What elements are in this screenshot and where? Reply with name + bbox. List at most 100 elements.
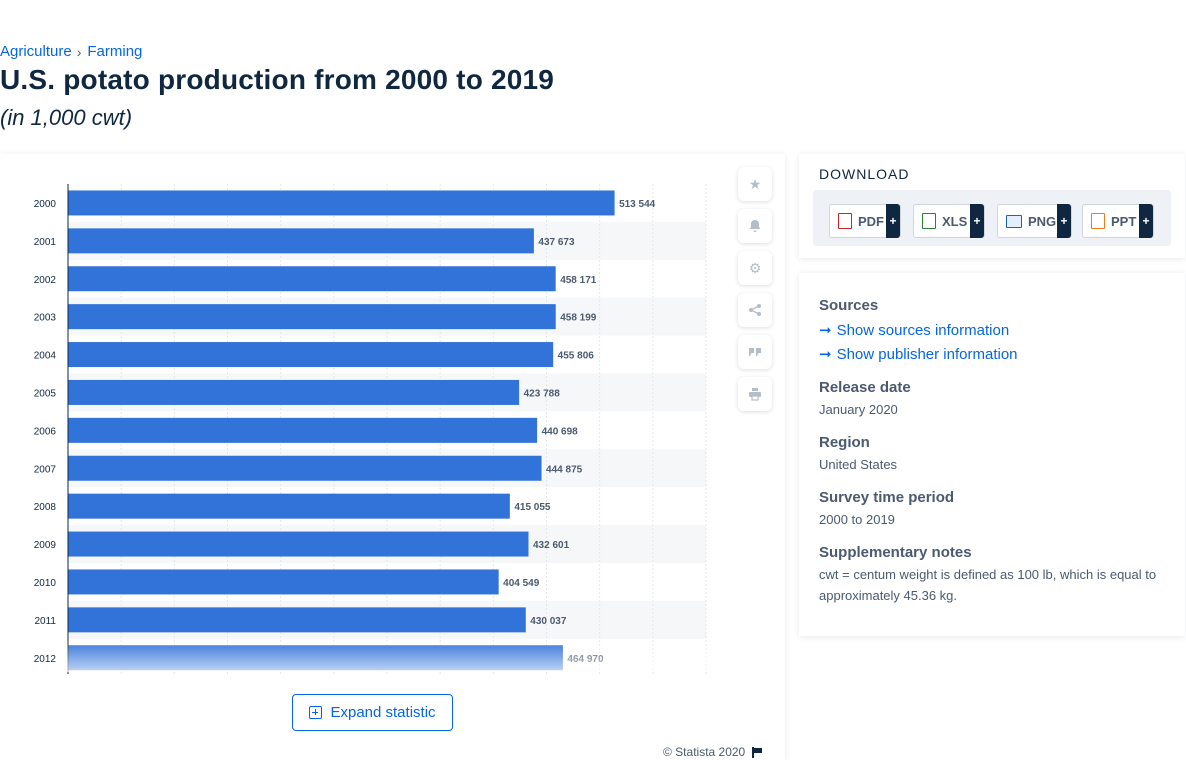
- y-tick-label-2010: 2010: [34, 578, 57, 589]
- show-publisher-text: Show publisher information: [836, 345, 1018, 363]
- data-label-2009: 432 601: [533, 540, 570, 551]
- favorite-button[interactable]: ★: [738, 167, 772, 201]
- download-xls-button[interactable]: XLS +: [913, 204, 985, 238]
- settings-button[interactable]: ⚙: [738, 251, 772, 285]
- survey-period-value: 2000 to 2019: [819, 512, 895, 527]
- bar-2007: [68, 455, 542, 481]
- copyright-text[interactable]: © Statista 2020: [663, 745, 746, 759]
- download-pdf-button[interactable]: PDF +: [829, 204, 901, 238]
- bar-chart: 2000 513 544 2001 437 673 2002 458 171 2003 458…: [34, 184, 707, 674]
- quote-icon: [749, 348, 761, 356]
- show-sources-link[interactable]: ➞ Show sources information: [819, 321, 1010, 340]
- chart-area: 2000 513 544 2001 437 673 2002 458 171 2003 458…: [0, 154, 785, 674]
- show-publisher-link[interactable]: ➞ Show publisher information: [819, 345, 1018, 364]
- y-tick-label-2004: 2004: [34, 351, 57, 362]
- data-label-2004: 455 806: [558, 351, 595, 362]
- data-label-2002: 458 171: [560, 275, 597, 286]
- y-tick-label-2008: 2008: [34, 502, 57, 513]
- breadcrumb: Agriculture › Farming: [0, 43, 142, 60]
- y-tick-label-2006: 2006: [34, 426, 57, 437]
- region-value: United States: [819, 457, 898, 472]
- breadcrumb-link-farming[interactable]: Farming: [87, 43, 143, 60]
- flag-icon[interactable]: [751, 746, 762, 758]
- bar-2002: [68, 266, 556, 292]
- download-png-plus[interactable]: +: [1057, 204, 1071, 238]
- supplementary-notes-label: Supplementary notes: [819, 544, 972, 561]
- bar-2006: [68, 417, 538, 443]
- statistic-info-card: Sources ➞ Show sources information ➞ Sho…: [799, 273, 1185, 636]
- y-tick-label-2007: 2007: [34, 464, 57, 475]
- data-label-2010: 404 549: [503, 578, 540, 589]
- pdf-file-icon: [838, 213, 852, 229]
- bar-2010: [68, 569, 499, 595]
- print-icon: [749, 388, 761, 401]
- survey-period-label: Survey time period: [819, 489, 955, 506]
- data-label-2005: 423 788: [524, 388, 561, 399]
- sources-label: Sources: [819, 297, 879, 314]
- page-subtitle: (in 1,000 cwt): [0, 105, 133, 130]
- print-button[interactable]: [738, 377, 772, 411]
- copyright-notice: © Statista 2020: [663, 745, 762, 759]
- bar-2005: [68, 379, 520, 405]
- y-tick-label-2003: 2003: [34, 313, 57, 324]
- data-label-2006: 440 698: [542, 426, 579, 437]
- download-xls-label: XLS: [942, 213, 968, 229]
- download-ppt-label: PPT: [1111, 213, 1137, 229]
- download-pdf-label: PDF: [858, 213, 884, 229]
- data-label-2012: 464 970: [567, 654, 604, 665]
- data-label-2003: 458 199: [560, 313, 597, 324]
- download-ppt-button[interactable]: PPT +: [1082, 204, 1154, 238]
- expand-statistic-button[interactable]: Expand statistic: [292, 694, 453, 731]
- share-button[interactable]: [738, 293, 772, 327]
- data-label-2008: 415 055: [514, 502, 551, 513]
- download-card: DOWNLOAD PDF + XLS + PNG + PPT +: [799, 154, 1185, 258]
- download-png-button[interactable]: PNG +: [997, 204, 1072, 238]
- y-tick-label-2009: 2009: [34, 540, 57, 551]
- star-icon: ★: [748, 175, 762, 192]
- y-tick-label-2011: 2011: [34, 616, 56, 627]
- gear-icon: ⚙: [748, 259, 762, 276]
- bar-2011: [68, 607, 526, 633]
- bar-2001: [68, 228, 534, 254]
- expand-icon: [309, 706, 323, 719]
- release-date-value: January 2020: [819, 402, 898, 417]
- download-buttons: PDF + XLS + PNG + PPT +: [813, 190, 1171, 246]
- cite-button[interactable]: [738, 335, 772, 369]
- breadcrumb-separator: ›: [76, 43, 82, 60]
- bar-2012: [68, 645, 563, 671]
- data-label-2007: 444 875: [546, 464, 583, 475]
- y-tick-label-2012: 2012: [34, 654, 57, 665]
- page-title: U.S. potato production from 2000 to 2019: [0, 64, 555, 95]
- data-label-2000: 513 544: [619, 199, 656, 210]
- y-tick-label-2000: 2000: [34, 199, 57, 210]
- download-title: DOWNLOAD: [819, 166, 910, 182]
- bar-2004: [68, 342, 554, 368]
- bar-2003: [68, 304, 556, 330]
- y-tick-label-2001: 2001: [34, 237, 57, 248]
- show-sources-text: Show sources information: [836, 321, 1010, 339]
- download-pdf-plus[interactable]: +: [886, 204, 900, 238]
- share-icon: [749, 304, 761, 316]
- download-png-label: PNG: [1028, 213, 1057, 229]
- bar-2008: [68, 493, 510, 519]
- xls-file-icon: [922, 213, 936, 229]
- region-label: Region: [819, 434, 870, 451]
- supplementary-notes-value: cwt = centum weight is defined as 100 lb…: [819, 567, 1157, 603]
- chart-card: 2000 513 544 2001 437 673 2002 458 171 2003 458…: [0, 154, 785, 760]
- download-xls-plus[interactable]: +: [970, 204, 984, 238]
- png-image-icon: [1006, 214, 1022, 228]
- download-ppt-plus[interactable]: +: [1139, 204, 1153, 238]
- chart-toolbar: ★ ⚙: [738, 167, 772, 419]
- expand-statistic-label: Expand statistic: [330, 704, 436, 721]
- y-tick-label-2002: 2002: [34, 275, 57, 286]
- data-label-2011: 430 037: [530, 616, 567, 627]
- notification-button[interactable]: [738, 209, 772, 243]
- bar-2000: [68, 190, 615, 216]
- bell-icon: [749, 220, 761, 232]
- breadcrumb-link-agriculture[interactable]: Agriculture: [0, 43, 72, 60]
- arrow-right-icon: ➞: [819, 346, 832, 363]
- ppt-file-icon: [1091, 213, 1105, 229]
- release-date-label: Release date: [819, 379, 911, 396]
- bar-2009: [68, 531, 529, 557]
- y-tick-label-2005: 2005: [34, 388, 57, 399]
